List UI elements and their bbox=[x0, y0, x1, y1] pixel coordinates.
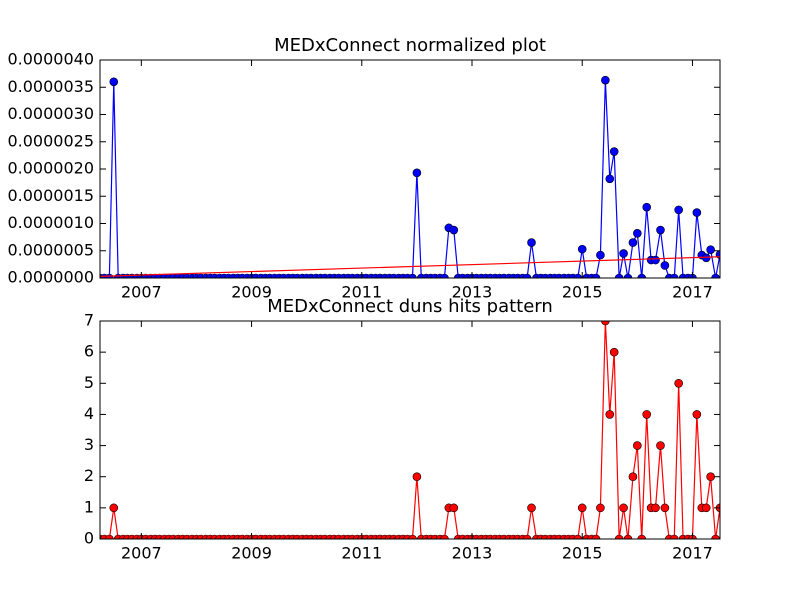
x-tick-label: 2013 bbox=[452, 283, 493, 302]
y-tick-label: 6 bbox=[84, 342, 94, 361]
data-point bbox=[711, 273, 720, 278]
data-point bbox=[619, 249, 628, 258]
data-point bbox=[692, 208, 702, 217]
data-point bbox=[642, 410, 652, 419]
data-point bbox=[440, 273, 449, 278]
x-tick-label: 2011 bbox=[341, 544, 382, 563]
data-point bbox=[609, 347, 619, 357]
data-point bbox=[527, 503, 536, 513]
plot-area bbox=[100, 321, 720, 539]
data-point bbox=[609, 147, 619, 156]
data-point bbox=[601, 321, 610, 326]
y-tick-label: 2 bbox=[84, 466, 94, 485]
data-point bbox=[711, 534, 720, 539]
data-point bbox=[412, 472, 422, 482]
data-point bbox=[408, 273, 417, 278]
data-point bbox=[591, 534, 601, 539]
x-tick-label: 2015 bbox=[562, 544, 603, 563]
data-point bbox=[577, 244, 587, 254]
data-point bbox=[674, 205, 683, 215]
data-point bbox=[596, 503, 605, 513]
data-point bbox=[623, 273, 633, 278]
data-point bbox=[660, 503, 670, 513]
data-point bbox=[637, 273, 647, 278]
axes-frame bbox=[99, 59, 721, 279]
data-point bbox=[614, 534, 624, 539]
data-point bbox=[408, 534, 417, 539]
y-tick-label: 0.0000000 bbox=[7, 268, 94, 287]
data-point bbox=[619, 503, 628, 513]
data-point bbox=[596, 250, 605, 260]
data-point bbox=[614, 273, 624, 278]
data-point bbox=[573, 273, 583, 278]
data-point bbox=[449, 503, 459, 513]
data-point bbox=[633, 441, 642, 450]
y-tick-label: 0.0000015 bbox=[7, 186, 94, 205]
data-point bbox=[522, 534, 532, 539]
data-point bbox=[601, 75, 610, 85]
data-point bbox=[651, 255, 660, 265]
y-tick-label: 0.0000005 bbox=[7, 240, 94, 259]
x-tick-label: 2009 bbox=[231, 283, 272, 302]
data-point bbox=[412, 168, 422, 178]
y-tick-label: 5 bbox=[84, 373, 94, 392]
y-tick-label: 7 bbox=[84, 311, 94, 330]
data-point bbox=[669, 273, 679, 278]
data-point bbox=[669, 534, 679, 539]
data-point bbox=[623, 534, 633, 539]
y-tick-label: 0 bbox=[84, 529, 94, 548]
data-point bbox=[440, 534, 449, 539]
data-point bbox=[656, 441, 665, 450]
data-point bbox=[656, 225, 665, 235]
x-tick-label: 2017 bbox=[672, 283, 713, 302]
x-tick-label: 2013 bbox=[452, 544, 493, 563]
y-tick-label: 3 bbox=[84, 435, 94, 454]
y-tick-label: 1 bbox=[84, 497, 94, 516]
x-tick-label: 2015 bbox=[562, 283, 603, 302]
y-tick-label: 0.0000025 bbox=[7, 131, 94, 150]
data-point bbox=[605, 410, 615, 419]
data-point bbox=[573, 534, 583, 539]
data-point bbox=[633, 229, 642, 238]
x-tick-label: 2017 bbox=[672, 544, 713, 563]
data-point bbox=[660, 261, 670, 270]
data-point bbox=[706, 245, 715, 254]
data-point bbox=[651, 503, 660, 513]
data-point bbox=[605, 174, 615, 184]
data-point bbox=[449, 225, 459, 235]
data-point bbox=[706, 472, 715, 482]
x-tick-label: 2007 bbox=[121, 283, 162, 302]
x-tick-label: 2007 bbox=[121, 544, 162, 563]
data-line bbox=[100, 256, 720, 277]
data-point bbox=[109, 77, 119, 87]
y-tick-label: 0.0000035 bbox=[7, 77, 94, 96]
y-tick-label: 0.0000030 bbox=[7, 104, 94, 123]
data-point bbox=[642, 202, 652, 212]
y-tick-label: 0.0000010 bbox=[7, 213, 94, 232]
data-point bbox=[577, 503, 587, 513]
chart-title: MEDxConnect duns hits pattern bbox=[267, 296, 553, 317]
y-tick-label: 4 bbox=[84, 404, 94, 423]
data-point bbox=[674, 378, 683, 388]
x-tick-label: 2011 bbox=[341, 283, 382, 302]
chart-title: MEDxConnect normalized plot bbox=[274, 35, 546, 56]
plot-area bbox=[100, 75, 720, 278]
data-point bbox=[105, 534, 114, 539]
data-line bbox=[100, 321, 720, 539]
x-tick-label: 2009 bbox=[231, 544, 272, 563]
data-point bbox=[628, 238, 638, 247]
axes-frame bbox=[99, 320, 721, 540]
data-point bbox=[522, 273, 532, 278]
data-point bbox=[628, 472, 638, 482]
data-point bbox=[109, 503, 119, 513]
y-tick-label: 0.0000020 bbox=[7, 159, 94, 178]
data-point bbox=[637, 534, 647, 539]
data-point bbox=[591, 273, 601, 278]
data-point bbox=[701, 503, 711, 513]
data-point bbox=[692, 410, 702, 419]
data-line bbox=[100, 80, 720, 278]
y-tick-label: 0.0000040 bbox=[7, 50, 94, 69]
data-point bbox=[527, 238, 536, 247]
